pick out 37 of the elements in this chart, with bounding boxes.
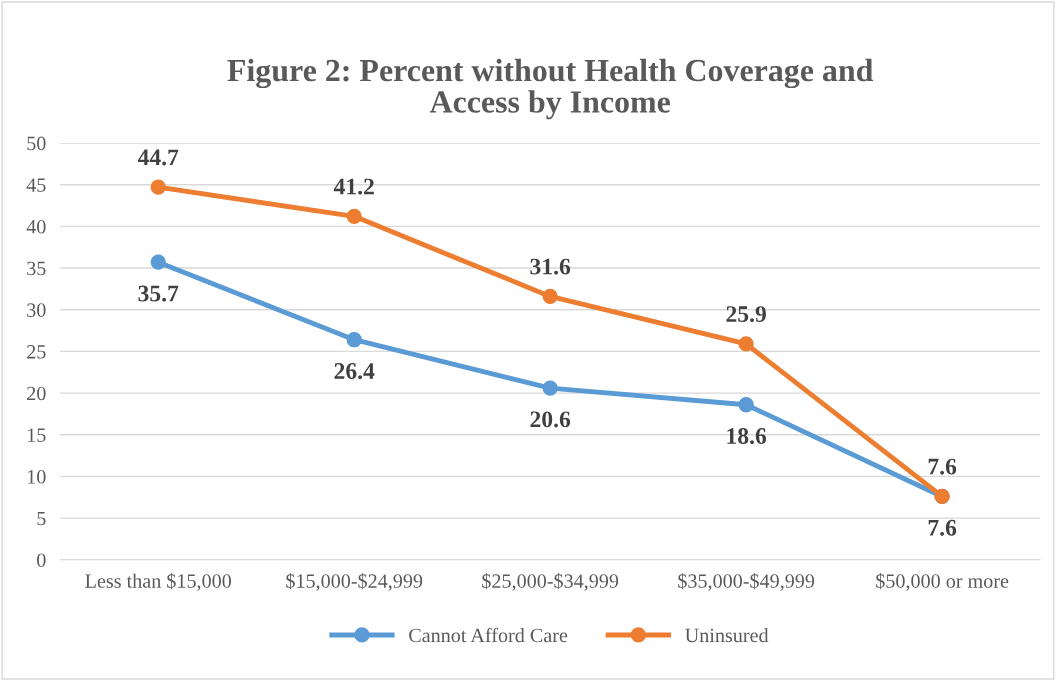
point — [542, 288, 558, 305]
point — [150, 179, 166, 195]
data-label: 25.9 — [726, 306, 766, 323]
y-tick-label: 5 — [37, 511, 46, 526]
point — [346, 208, 362, 225]
y-tick-label: 35 — [27, 261, 46, 276]
data-label: 18.6 — [727, 428, 767, 445]
y-tick-label: 50 — [27, 136, 46, 151]
point — [346, 332, 362, 348]
y-tick-label: 0 — [37, 553, 46, 567]
y-tick-label: 10 — [27, 470, 46, 484]
data-label: 20.6 — [530, 411, 571, 428]
y-tick-label: 25 — [27, 345, 46, 359]
x-tick-label: $50,000 or more — [876, 573, 1009, 591]
data-label: 7.6 — [928, 519, 957, 536]
x-tick-label: $35,000-$49,999 — [678, 573, 815, 591]
data-label: 26.4 — [334, 363, 375, 380]
y-tick-label: 45 — [26, 178, 46, 192]
y-tick-label: 20 — [27, 386, 46, 401]
x-tick-label: $25,000-$34,999 — [482, 573, 619, 591]
x-tick-label: Less than $15,000 — [85, 573, 232, 591]
data-label: 41.2 — [333, 178, 374, 195]
point — [738, 397, 754, 413]
data-label: 7.6 — [928, 458, 957, 475]
data-label: 44.7 — [137, 149, 179, 166]
y-tick-label: 40 — [26, 219, 46, 234]
point — [542, 380, 558, 396]
y-tick-label: 30 — [27, 303, 46, 317]
data-label: 31.6 — [530, 258, 571, 275]
x-tick-label: $15,000-$24,999 — [286, 573, 423, 591]
y-tick-label: 15 — [27, 428, 46, 442]
point — [738, 336, 754, 352]
chart-title: Figure 2: Percent without Health Coverage and Access by Income — [227, 58, 874, 120]
legend-label: Cannot Afford Care — [409, 627, 568, 643]
point — [150, 254, 166, 270]
legend-label: Uninsured — [685, 628, 769, 643]
data-label: 35.7 — [138, 285, 179, 302]
